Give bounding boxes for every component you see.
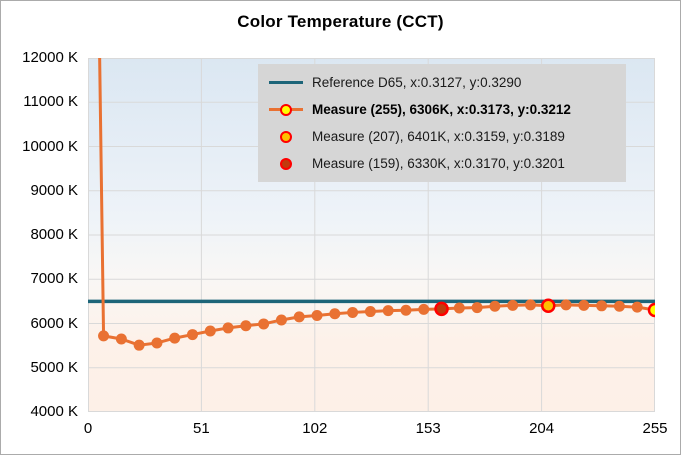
- measure-point: [151, 337, 163, 349]
- legend-item: Reference D65, x:0.3127, y:0.3290: [266, 69, 626, 96]
- y-tick-label: 5000 K: [30, 358, 78, 376]
- measure-point: [471, 302, 483, 314]
- y-tick-label: 11000 K: [23, 93, 78, 111]
- legend-line-marker-swatch: [266, 102, 306, 118]
- measure-point: [169, 332, 181, 344]
- legend-line-icon: [269, 81, 303, 84]
- y-tick-label: 4000 K: [30, 403, 78, 420]
- legend-item-label: Measure (255), 6306K, x:0.3173, y:0.3212: [312, 102, 571, 117]
- y-tick-label: 10000 K: [22, 137, 78, 155]
- x-tick-label: 153: [415, 420, 441, 437]
- measure-point: [418, 303, 430, 315]
- measure-point: [453, 302, 465, 314]
- y-tick-label: 8000 K: [30, 226, 78, 243]
- measure-point: [98, 330, 110, 342]
- legend-marker-swatch: [266, 156, 306, 172]
- legend-item: Measure (255), 6306K, x:0.3173, y:0.3212: [266, 96, 626, 123]
- measure-point: [222, 322, 234, 334]
- y-tick-label: 9000 K: [30, 181, 78, 199]
- measure-point: [507, 299, 519, 311]
- x-tick-label: 102: [302, 420, 328, 437]
- measure-point: [133, 339, 145, 351]
- chart-title: Color Temperature (CCT): [237, 12, 444, 31]
- measure-point: [524, 299, 536, 311]
- measure-point: [382, 305, 394, 317]
- highlight-point-159: [434, 301, 449, 317]
- legend-item-label: Reference D65, x:0.3127, y:0.3290: [312, 75, 522, 90]
- measure-point: [240, 320, 252, 332]
- legend-marker-swatch: [266, 129, 306, 145]
- measure-point: [204, 325, 216, 337]
- measure-point: [311, 310, 323, 322]
- measure-point: [489, 300, 501, 312]
- legend-item-label: Measure (159), 6330K, x:0.3170, y:0.3201: [312, 156, 565, 171]
- highlight-point-207: [541, 298, 556, 314]
- measure-point: [187, 329, 199, 341]
- legend-item: Measure (159), 6330K, x:0.3170, y:0.3201: [266, 150, 626, 177]
- measure-point: [329, 308, 341, 320]
- measure-point: [613, 300, 625, 312]
- highlight-point-255: [647, 302, 655, 318]
- legend-item-label: Measure (207), 6401K, x:0.3159, y:0.3189: [312, 129, 565, 144]
- measure-point: [596, 300, 608, 312]
- legend-dot-icon: [280, 130, 292, 143]
- x-tick-label: 51: [193, 420, 210, 437]
- y-tick-label: 6000 K: [30, 314, 78, 332]
- y-tick-label: 12000 K: [22, 49, 78, 66]
- measure-point: [631, 301, 643, 313]
- legend-line-swatch: [266, 75, 306, 91]
- legend-dot-icon: [280, 103, 292, 116]
- y-tick-label: 7000 K: [30, 270, 78, 288]
- legend-dot-icon: [280, 157, 292, 170]
- legend: Reference D65, x:0.3127, y:0.3290 Measure…: [258, 64, 626, 182]
- measure-point: [560, 299, 572, 311]
- x-tick-label: 255: [642, 420, 668, 437]
- measure-point: [578, 299, 590, 311]
- plot-border: [88, 58, 655, 412]
- measure-point: [115, 333, 127, 345]
- measure-point: [364, 306, 376, 318]
- legend-item: Measure (207), 6401K, x:0.3159, y:0.3189: [266, 123, 626, 150]
- measure-point: [293, 311, 305, 323]
- measure-point: [258, 318, 270, 330]
- x-tick-label: 0: [83, 420, 93, 437]
- measure-point: [400, 304, 412, 316]
- x-tick-label: 204: [529, 420, 555, 437]
- measure-point: [347, 306, 359, 318]
- measure-point: [275, 314, 287, 326]
